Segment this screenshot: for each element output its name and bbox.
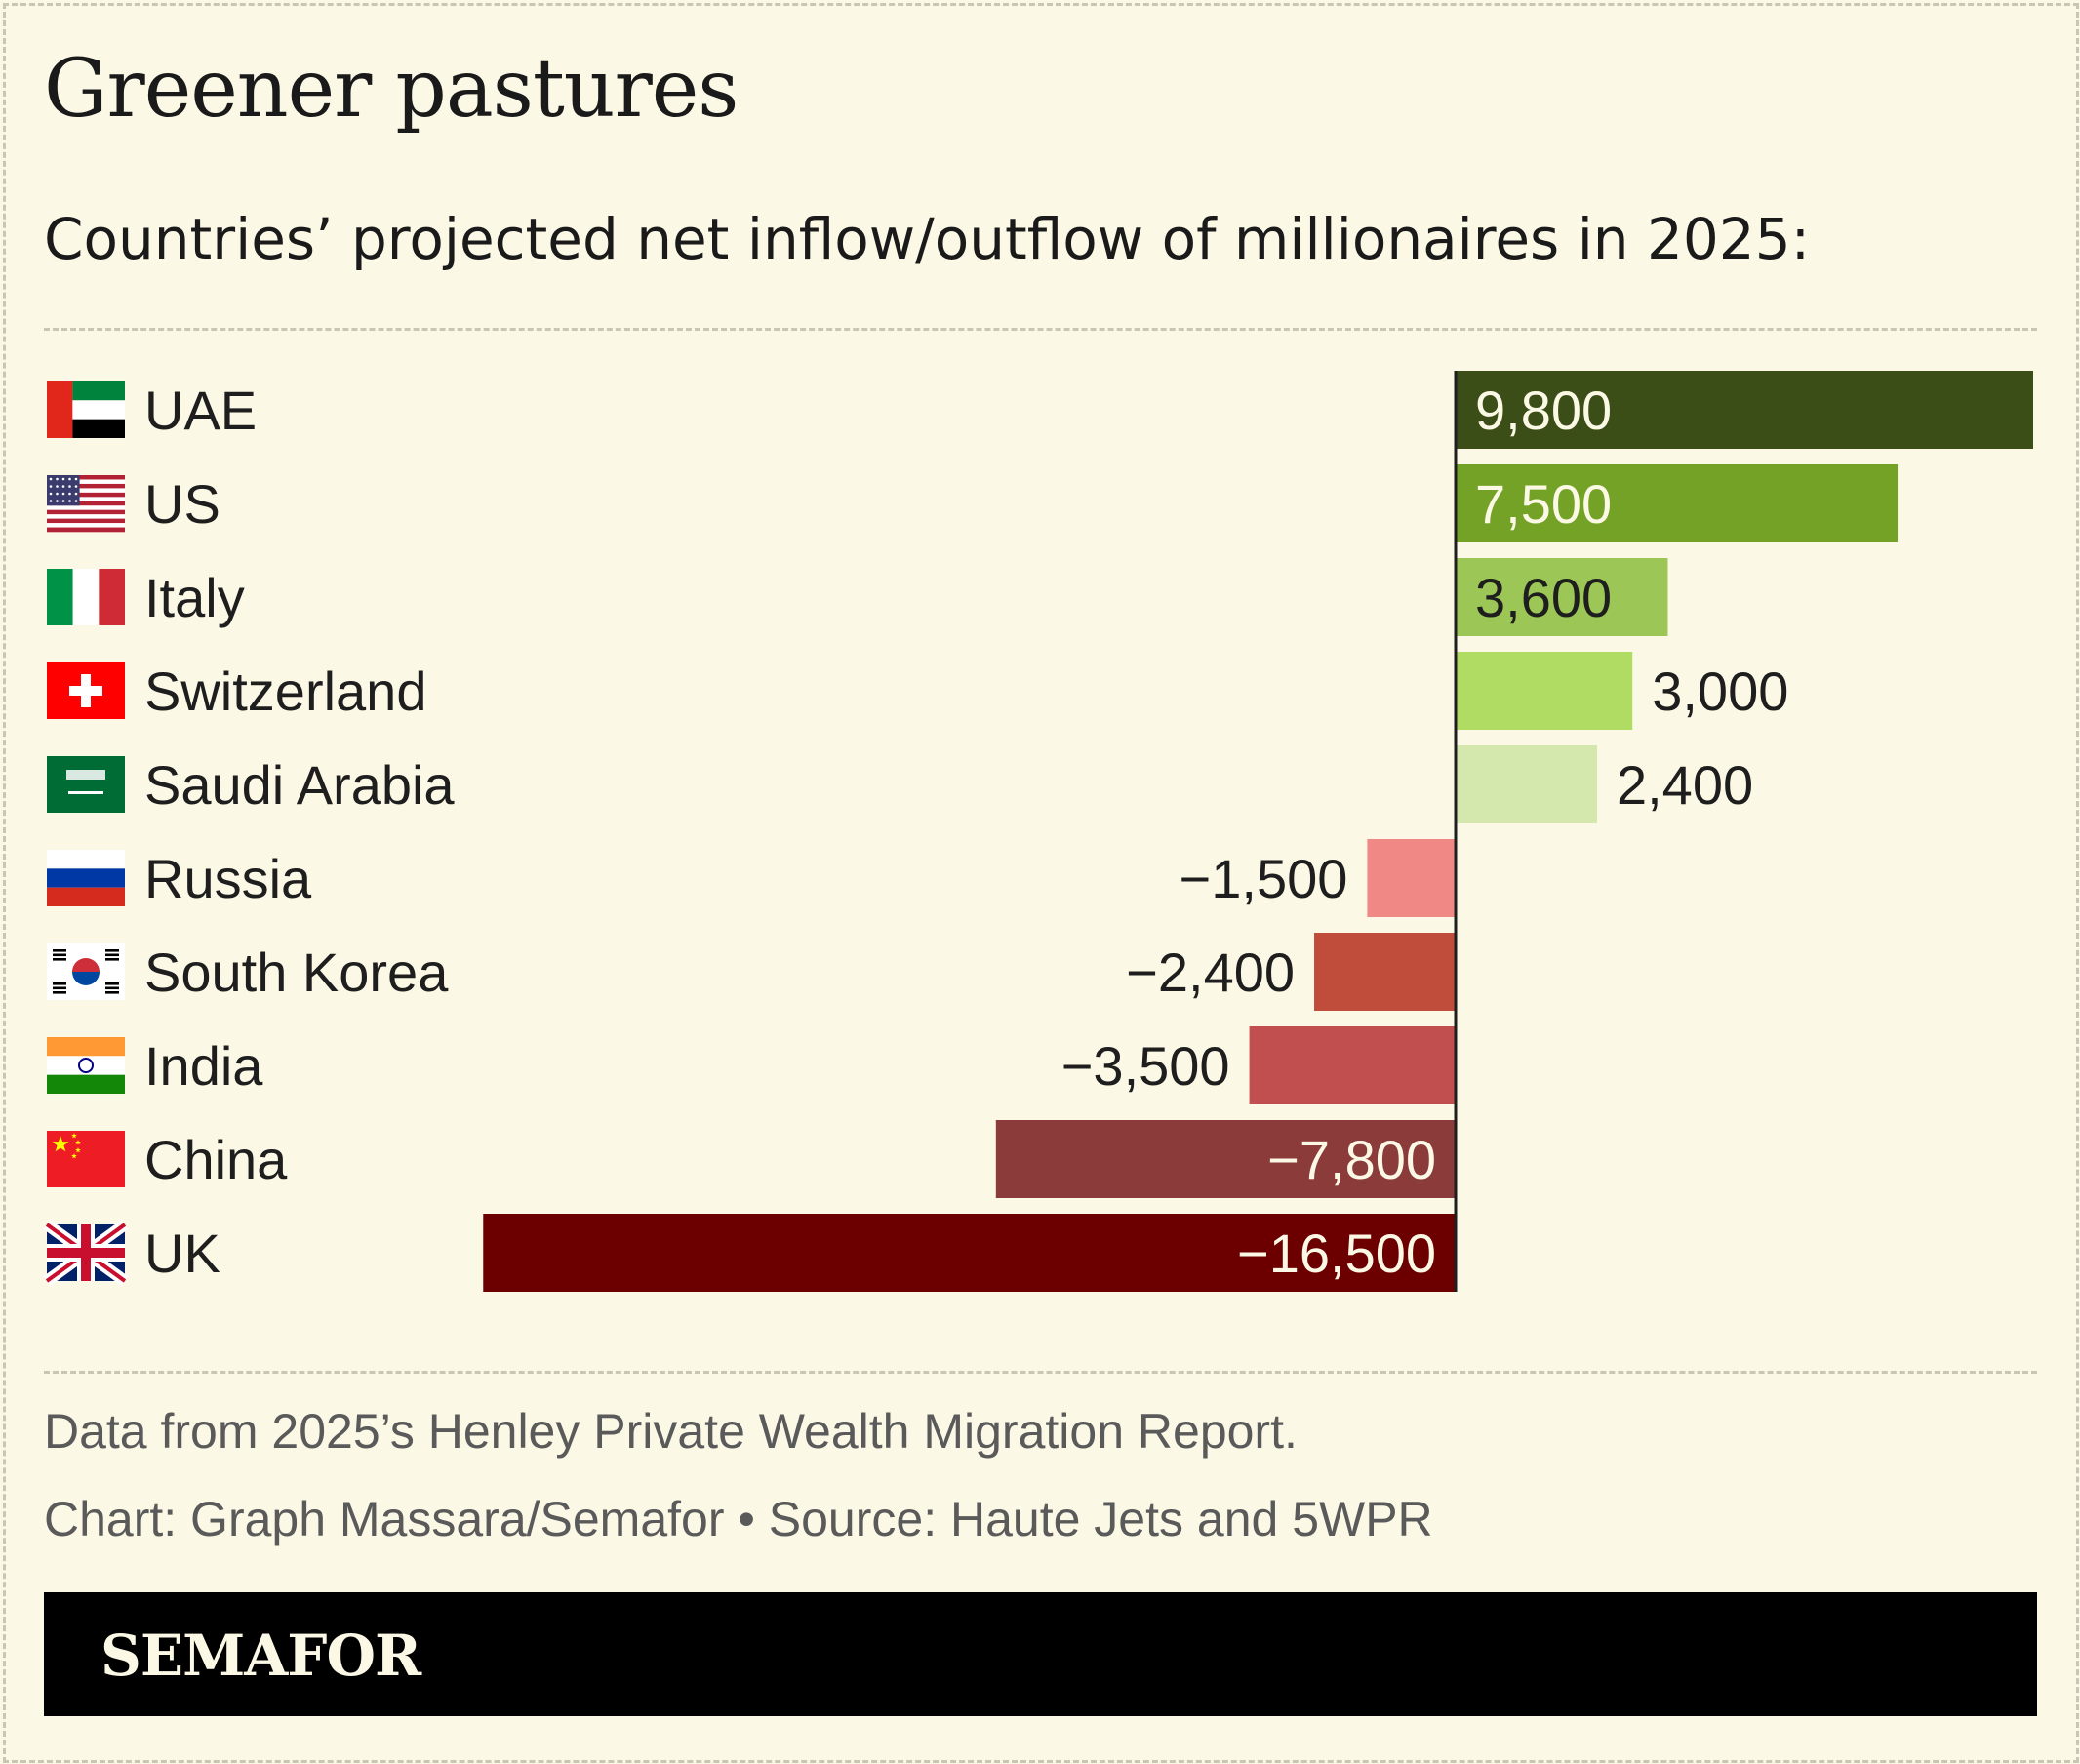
source-credit: Chart: Graph Massara/Semafor • Source: H… bbox=[44, 1492, 1433, 1546]
chart-frame bbox=[3, 3, 2079, 1763]
saudi-arabia-flag-icon bbox=[47, 756, 125, 813]
value-label: −1,500 bbox=[1180, 848, 1348, 909]
bar bbox=[1314, 933, 1456, 1011]
bar bbox=[1456, 745, 1597, 823]
bar bbox=[1367, 839, 1456, 917]
value-label: 7,500 bbox=[1475, 473, 1612, 535]
bar bbox=[1456, 652, 1633, 730]
bar bbox=[1456, 464, 1899, 542]
value-label: 3,600 bbox=[1475, 567, 1612, 628]
category-label: China bbox=[144, 1129, 288, 1190]
value-label: 3,000 bbox=[1652, 661, 1788, 722]
bar bbox=[995, 1120, 1456, 1198]
bar-chart: UAE 9,800 US 7,500 Italy 3,600 Switzerland 3,00… bbox=[43, 371, 2033, 1292]
value-label: −2,400 bbox=[1126, 942, 1295, 1003]
category-label: Russia bbox=[144, 848, 312, 909]
value-label: 2,400 bbox=[1617, 754, 1753, 816]
category-label: Saudi Arabia bbox=[144, 754, 455, 816]
category-label: Switzerland bbox=[144, 661, 426, 722]
top-divider bbox=[44, 328, 2037, 331]
uk-flag-icon bbox=[43, 1220, 129, 1286]
india-flag-icon bbox=[47, 1037, 125, 1094]
south-korea-flag-icon bbox=[47, 943, 125, 1000]
footer-bar: SEMAFOR bbox=[44, 1592, 2037, 1716]
value-label: 9,800 bbox=[1475, 380, 1612, 441]
category-label: US bbox=[144, 473, 220, 535]
chart-title: Greener pastures bbox=[44, 43, 739, 136]
value-label: −16,500 bbox=[1237, 1223, 1436, 1284]
category-label: South Korea bbox=[144, 942, 449, 1003]
category-label: UAE bbox=[144, 380, 257, 441]
bar bbox=[1249, 1026, 1456, 1104]
uae-flag-icon bbox=[47, 381, 125, 438]
semafor-logo: SEMAFOR bbox=[100, 1623, 421, 1689]
china-flag-icon bbox=[47, 1131, 125, 1187]
value-label: −3,500 bbox=[1061, 1035, 1230, 1097]
category-label: Italy bbox=[144, 567, 245, 628]
us-flag-icon bbox=[47, 475, 125, 533]
bottom-divider bbox=[44, 1371, 2037, 1374]
chart-subtitle: Countries’ projected net inflow/outflow … bbox=[44, 206, 1811, 272]
switzerland-flag-icon bbox=[47, 662, 125, 719]
italy-flag-icon bbox=[47, 569, 125, 625]
category-label: UK bbox=[144, 1223, 220, 1284]
value-label: −7,800 bbox=[1267, 1129, 1436, 1190]
bar bbox=[1456, 371, 2033, 449]
bar bbox=[1456, 558, 1668, 636]
bar bbox=[483, 1214, 1456, 1292]
data-note: Data from 2025’s Henley Private Wealth M… bbox=[44, 1404, 1298, 1459]
category-label: India bbox=[144, 1035, 263, 1097]
russia-flag-icon bbox=[47, 850, 125, 906]
